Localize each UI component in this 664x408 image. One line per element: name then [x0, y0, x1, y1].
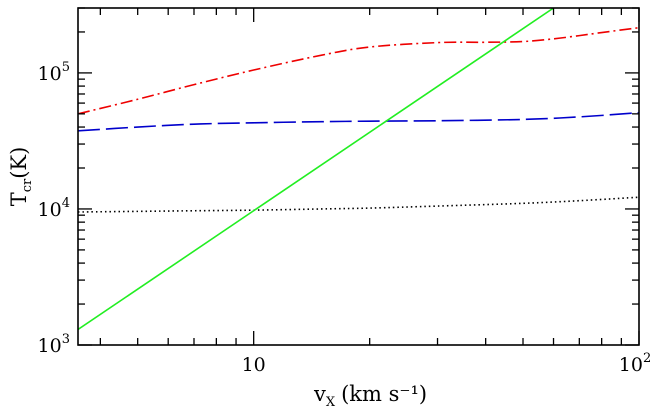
y-axis-subscript: cr [20, 178, 35, 192]
y-axis-units: (K) [7, 147, 31, 179]
x-axis-symbol: v [313, 382, 326, 406]
tick-labels: 10 102 103 104 105 [38, 60, 652, 376]
y-tick-label: 105 [38, 60, 70, 85]
series-long-dash-line [78, 111, 639, 132]
y-axis-label: Tcr(K) [7, 147, 35, 207]
plot-frame [77, 7, 640, 346]
ticks-layer [78, 7, 640, 346]
x-axis-subscript: X [326, 395, 336, 408]
x-axis-units: (km s⁻¹) [341, 382, 427, 406]
series-dash-dot-line [78, 26, 639, 115]
y-axis-symbol: T [7, 192, 31, 206]
y-tick-label: 104 [38, 196, 70, 221]
y-tick-label: 103 [38, 332, 70, 357]
x-axis-label: vX (km s⁻¹) [313, 382, 427, 408]
x-tick-label: 10 [242, 354, 266, 376]
series-solid-line [78, 8, 554, 331]
series-dotted-line [78, 196, 639, 213]
series-layer [78, 8, 639, 331]
x-tick-label: 102 [619, 351, 651, 376]
